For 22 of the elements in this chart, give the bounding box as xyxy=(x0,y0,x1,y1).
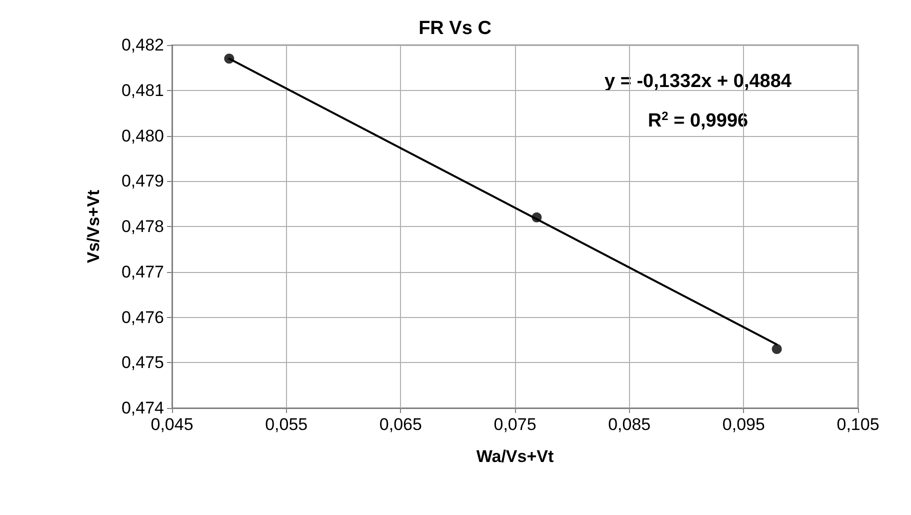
point xyxy=(224,54,234,64)
point xyxy=(772,344,782,354)
y-tick-label: 0,478 xyxy=(121,217,164,236)
x-tick-label: 0,095 xyxy=(722,415,765,434)
y-tick-label: 0,482 xyxy=(121,36,164,54)
y-tick-label: 0,481 xyxy=(121,80,164,100)
x-tick-label: 0,105 xyxy=(836,415,880,434)
chart-title: FR Vs C xyxy=(418,18,492,39)
x-axis-title: Wa/Vs+Vt xyxy=(476,447,554,466)
y-tick-label: 0,476 xyxy=(121,308,164,327)
y-tick-label: 0,477 xyxy=(121,262,164,282)
x-tick-label: 0,075 xyxy=(494,415,536,434)
point xyxy=(532,212,542,222)
y-tick-label: 0,480 xyxy=(121,126,164,146)
x-tick-label: 0,065 xyxy=(379,415,422,434)
x-tick-label: 0,055 xyxy=(265,415,308,434)
y-tick-label: 0,474 xyxy=(121,398,164,418)
y-tick-label: 0,475 xyxy=(121,353,164,372)
x-tick-label: 0,045 xyxy=(150,415,194,434)
y-tick-label: 0,479 xyxy=(121,172,164,191)
y-axis-title: Vs/Vs+Vt xyxy=(84,190,103,264)
x-tick-label: 0,085 xyxy=(608,415,651,434)
